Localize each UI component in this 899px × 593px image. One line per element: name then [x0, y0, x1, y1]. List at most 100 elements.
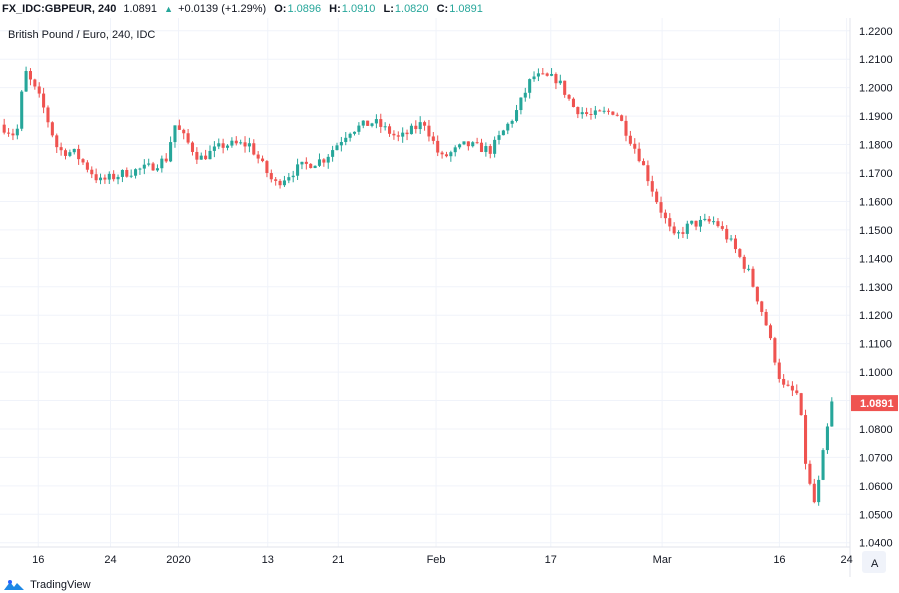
- candle-body: [339, 142, 343, 146]
- candle-body: [103, 177, 107, 180]
- candle-body: [374, 119, 378, 124]
- current-price-tag: [851, 395, 898, 412]
- candle-body: [641, 161, 646, 166]
- candle-body: [55, 135, 59, 148]
- candle-body: [230, 140, 234, 146]
- candle-body: [344, 137, 348, 143]
- candle-body: [287, 177, 291, 181]
- candle-body: [563, 80, 567, 95]
- y-tick-label: 1.2100: [859, 54, 893, 66]
- candle-body: [519, 97, 523, 111]
- candle-body: [182, 129, 186, 134]
- candle-body: [541, 73, 545, 75]
- candle-body: [471, 142, 475, 147]
- candle-body: [59, 147, 63, 151]
- candle-body: [620, 115, 624, 121]
- candle-body: [550, 74, 554, 76]
- candle-body: [326, 156, 330, 163]
- candle-body: [134, 169, 138, 176]
- candle-body: [331, 150, 335, 157]
- candle-body: [20, 91, 24, 129]
- candle-body: [733, 238, 738, 250]
- candle-body: [558, 80, 562, 84]
- y-tick-label: 1.2200: [859, 26, 893, 38]
- candle-body: [571, 98, 575, 108]
- grid-lines: [0, 18, 850, 547]
- candle-body: [269, 173, 273, 180]
- candle-body: [77, 148, 81, 160]
- open-value: 1.0896: [287, 3, 322, 15]
- low-value: 1.0820: [394, 3, 429, 15]
- y-tick-label: 1.1400: [859, 253, 893, 265]
- symbol-name[interactable]: FX_IDC:GBPEUR, 240: [2, 3, 117, 15]
- candle-body: [440, 152, 444, 155]
- candle-body: [830, 401, 834, 427]
- candle-body: [602, 110, 606, 112]
- candle-body: [703, 218, 707, 220]
- candle-body: [747, 268, 751, 270]
- candle-body: [370, 123, 374, 126]
- price-axis[interactable]: 1.2200 1.2100 1.2000 1.1900 1.1800 1.1700 1.16…: [859, 26, 893, 550]
- candle-body: [479, 142, 484, 152]
- candle-body: [357, 125, 361, 132]
- close-value: 1.0891: [449, 3, 483, 15]
- candle-body: [11, 133, 15, 136]
- candle-body: [449, 152, 453, 157]
- y-tick-label: 1.1700: [859, 168, 893, 180]
- candle-body: [300, 161, 304, 165]
- candle-body: [366, 120, 370, 126]
- candle-body: [125, 169, 129, 177]
- candle-body: [282, 180, 286, 186]
- auto-scale-label: A: [871, 558, 879, 570]
- x-tick-label: 24: [104, 554, 116, 566]
- candle-body: [388, 126, 392, 134]
- candle-body: [466, 141, 470, 147]
- candle-body: [777, 362, 781, 379]
- candle-body: [239, 142, 243, 144]
- time-axis[interactable]: 16 24 2020 13 21 Feb 17 Mar 16 24: [32, 554, 853, 566]
- price-chart[interactable]: 1.2200 1.2100 1.2000 1.1900 1.1800 1.1700 1.16…: [0, 18, 899, 577]
- low-label: L:: [383, 3, 394, 15]
- tradingview-logo-icon: [4, 580, 24, 591]
- candle-body: [690, 220, 694, 224]
- candle-body: [160, 158, 164, 169]
- tradingview-brand[interactable]: TradingView: [30, 579, 91, 592]
- x-tick-label: Mar: [653, 554, 672, 566]
- chart-title: British Pound / Euro, 240, IDC: [8, 29, 155, 41]
- candle-body: [760, 301, 764, 312]
- candle-body: [536, 73, 540, 77]
- candle-body: [799, 393, 803, 416]
- candle-body: [427, 125, 431, 137]
- candle-body: [322, 159, 326, 163]
- candle-body: [738, 249, 742, 257]
- candle-body: [633, 143, 637, 149]
- x-tick-label: 16: [32, 554, 44, 566]
- candle-body: [107, 173, 111, 180]
- candle-body: [85, 162, 89, 170]
- y-tick-label: 1.2000: [859, 83, 893, 95]
- candle-body: [764, 311, 768, 326]
- candle-body: [812, 483, 816, 503]
- candle-body: [155, 168, 159, 171]
- candle-body: [2, 124, 6, 133]
- candle-body: [444, 154, 448, 157]
- candle-body: [291, 175, 295, 178]
- x-tick-label: 16: [773, 554, 785, 566]
- candle-body: [221, 143, 225, 148]
- auto-scale-button[interactable]: A: [862, 551, 886, 573]
- candle-body: [817, 479, 821, 503]
- candle-body: [243, 142, 247, 147]
- candle-body: [7, 132, 11, 134]
- candle-body: [129, 175, 133, 177]
- candle-body: [497, 135, 501, 140]
- candle-body: [147, 163, 151, 165]
- candle-body: [195, 151, 199, 160]
- candle-body: [186, 133, 190, 143]
- candle-body: [50, 122, 54, 136]
- candle-body: [458, 144, 462, 148]
- candle-body: [401, 132, 405, 137]
- candle-body: [554, 74, 558, 84]
- y-tick-label: 1.0600: [859, 481, 893, 493]
- candle-body: [742, 256, 746, 269]
- candle-body: [712, 221, 716, 223]
